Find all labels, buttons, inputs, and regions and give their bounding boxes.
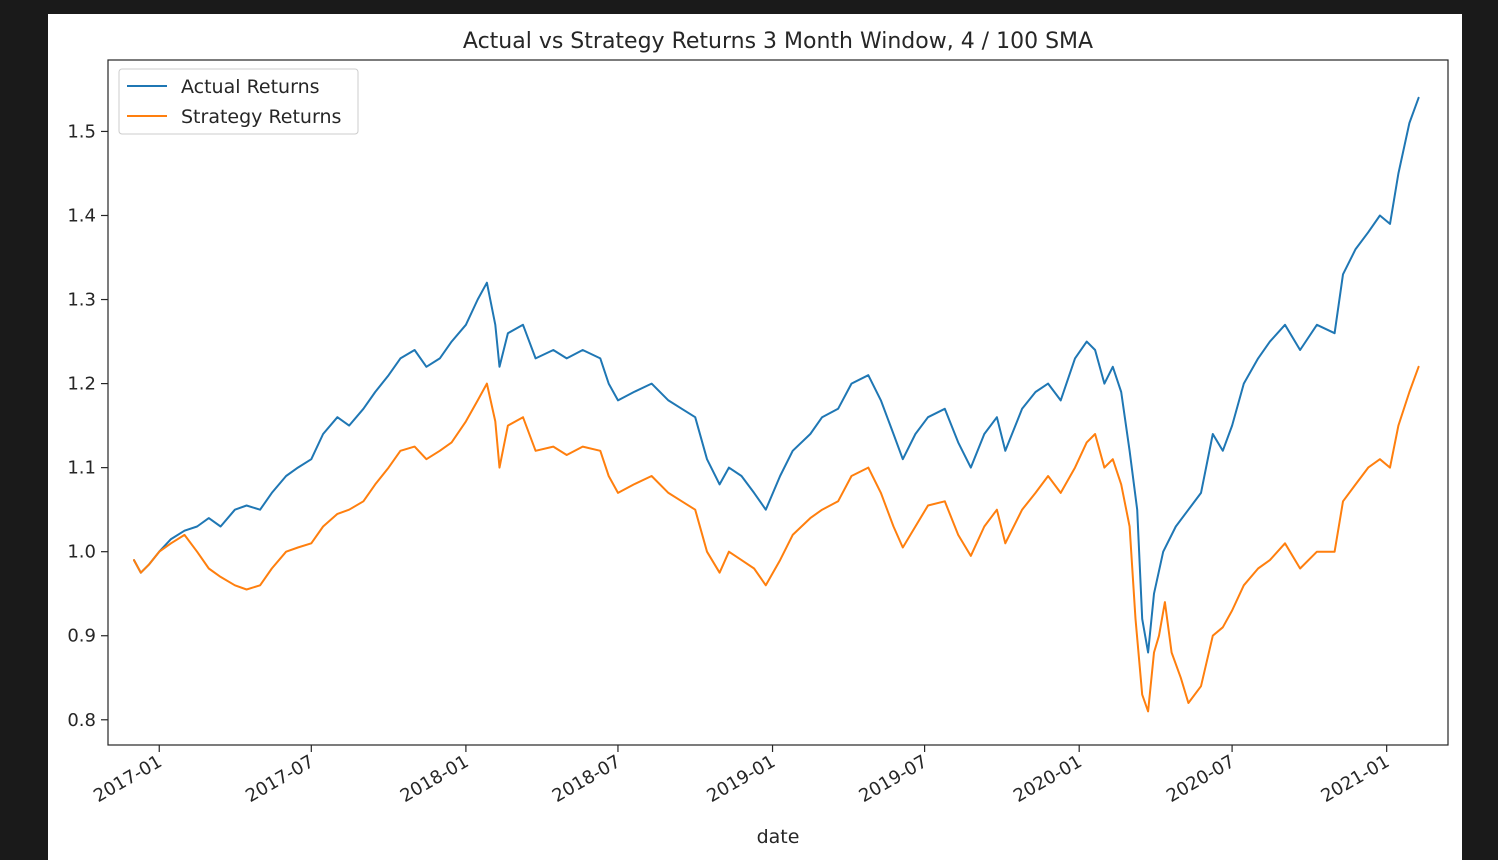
- x-axis-label: date: [757, 826, 800, 848]
- legend: Actual Returns Strategy Returns: [118, 68, 359, 135]
- y-tick-label: 1.0: [67, 542, 96, 563]
- y-tick-label: 1.5: [67, 121, 96, 142]
- legend-label: Actual Returns: [181, 76, 320, 98]
- x-tick-label: 2021-01: [1318, 751, 1394, 807]
- series-line-actual-returns: [133, 96, 1420, 654]
- x-tick-label: 2018-01: [397, 751, 473, 807]
- series-line-strategy-returns: [133, 365, 1420, 713]
- y-tick-label: 1.2: [67, 374, 96, 395]
- plot-area: [107, 59, 1449, 746]
- legend-label: Strategy Returns: [181, 106, 341, 128]
- x-tick-label: 2017-07: [242, 751, 318, 807]
- y-axis: 0.8 0.9 1.0 1.1 1.2 1.3 1.4 1.5: [67, 121, 108, 731]
- y-tick-label: 0.9: [67, 626, 96, 647]
- x-tick-label: 2018-07: [549, 751, 625, 807]
- x-tick-label: 2017-01: [90, 751, 166, 807]
- x-tick-label: 2020-01: [1010, 751, 1086, 807]
- chart-title: Actual vs Strategy Returns 3 Month Windo…: [463, 29, 1093, 54]
- x-tick-label: 2020-07: [1163, 751, 1239, 807]
- x-axis: 2017-01 2017-07 2018-01 2018-07 2019-01 2019-…: [90, 745, 1393, 807]
- x-tick-label: 2019-07: [855, 751, 931, 807]
- y-tick-label: 0.8: [67, 710, 96, 731]
- y-tick-label: 1.3: [67, 290, 96, 311]
- series-layer: [133, 96, 1420, 713]
- x-tick-label: 2019-01: [703, 751, 779, 807]
- y-tick-label: 1.4: [67, 205, 96, 226]
- legend-box: [118, 68, 359, 135]
- chart-figure: Actual vs Strategy Returns 3 Month Windo…: [48, 14, 1462, 860]
- chart-canvas: Actual vs Strategy Returns 3 Month Windo…: [67, 29, 1449, 848]
- y-tick-label: 1.1: [67, 458, 96, 479]
